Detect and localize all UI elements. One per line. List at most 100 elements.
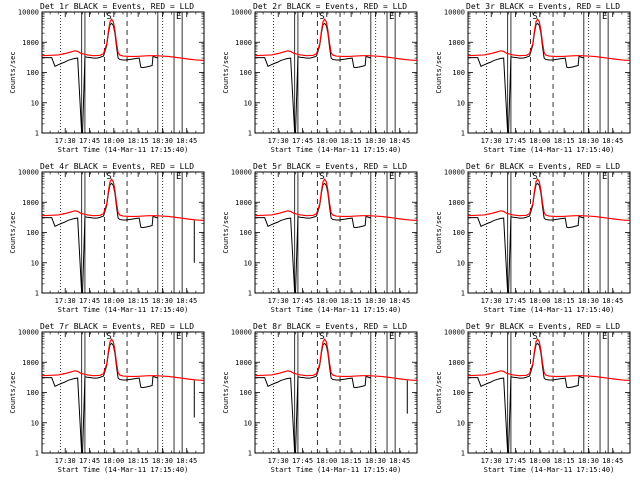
marker-label: S (319, 12, 324, 22)
series-events (255, 22, 371, 134)
x-tick-label: 18:45 (602, 457, 623, 465)
y-tick-label: 10000 (444, 169, 465, 177)
x-tick-label: 18:00 (529, 297, 550, 305)
y-tick-label: 10000 (18, 169, 39, 177)
series-lld (254, 338, 418, 382)
y-axis-label: Counts/sec (9, 371, 17, 413)
y-tick-label: 1 (35, 450, 39, 458)
plot-frame (467, 171, 631, 294)
plot-frame (467, 11, 631, 134)
marker-label: E (176, 332, 181, 342)
y-tick-label: 10000 (444, 329, 465, 337)
x-tick-label: 17:45 (292, 137, 313, 145)
x-tick-label: 18:45 (389, 457, 410, 465)
y-tick-label: 1 (461, 290, 465, 298)
x-axis-label: Start Time (14-Mar-11 17:15:40) (271, 146, 402, 154)
y-tick-label: 1000 (22, 199, 39, 207)
detector-panel-3: Det 3r BLACK = Events, RED = LLD 1 10 100 10… (426, 0, 639, 160)
series-lld (41, 178, 205, 222)
marker-label: S (532, 12, 537, 22)
marker-label: S (106, 12, 111, 22)
x-tick-label: 17:45 (505, 457, 526, 465)
x-tick-label: 17:30 (481, 457, 502, 465)
x-tick-label: 18:30 (152, 297, 173, 305)
x-tick-label: 18:30 (152, 457, 173, 465)
series-events (255, 342, 371, 454)
y-tick-label: 1 (35, 130, 39, 138)
y-tick-label: 10000 (444, 9, 465, 17)
x-tick-label: 18:45 (389, 297, 410, 305)
x-tick-label: 18:45 (176, 297, 197, 305)
panel-plot-svg: Det 6r BLACK = Events, RED = LLD 1 10 100 10… (435, 162, 631, 314)
x-tick-label: 17:45 (292, 457, 313, 465)
y-tick-label: 100 (239, 229, 252, 237)
panel-title: Det 9r BLACK = Events, RED = LLD (466, 322, 620, 331)
panel-title: Det 7r BLACK = Events, RED = LLD (40, 322, 194, 331)
x-axis-label: Start Time (14-Mar-11 17:15:40) (271, 306, 402, 314)
marker-label: E (602, 332, 607, 342)
marker-label: S (532, 332, 537, 342)
panel-title: Det 3r BLACK = Events, RED = LLD (466, 2, 620, 11)
marker-label: S (319, 332, 324, 342)
x-axis-label: Start Time (14-Mar-11 17:15:40) (58, 306, 189, 314)
y-tick-label: 1000 (235, 359, 252, 367)
plot-frame (41, 171, 205, 294)
y-axis-label: Counts/sec (9, 211, 17, 253)
y-axis-label: Counts/sec (222, 371, 230, 413)
x-tick-label: 18:00 (103, 297, 124, 305)
marker-label: S (532, 172, 537, 182)
panel-title: Det 5r BLACK = Events, RED = LLD (253, 162, 407, 171)
series-lld (254, 178, 418, 222)
x-tick-label: 17:45 (292, 297, 313, 305)
y-axis-label: Counts/sec (9, 51, 17, 93)
plot-frame (41, 331, 205, 454)
panel-plot-svg: Det 5r BLACK = Events, RED = LLD 1 10 100 10… (222, 162, 418, 314)
detector-panel-7: Det 7r BLACK = Events, RED = LLD 1 10 100 10… (0, 320, 213, 480)
y-tick-label: 100 (26, 229, 39, 237)
plot-frame (254, 331, 418, 454)
plot-frame (41, 11, 205, 134)
panel-plot-svg: Det 1r BLACK = Events, RED = LLD 1 10 100 10… (9, 2, 205, 154)
x-tick-label: 18:00 (316, 297, 337, 305)
x-tick-label: 17:30 (55, 137, 76, 145)
y-tick-label: 1000 (22, 39, 39, 47)
x-tick-label: 17:30 (55, 457, 76, 465)
y-tick-label: 1000 (235, 199, 252, 207)
series-lld (41, 18, 205, 62)
marker-label: S (106, 332, 111, 342)
detector-panel-6: Det 6r BLACK = Events, RED = LLD 1 10 100 10… (426, 160, 639, 320)
marker-label: S (106, 172, 111, 182)
x-tick-label: 18:30 (152, 137, 173, 145)
series-events (42, 342, 158, 454)
y-tick-label: 10 (31, 99, 39, 107)
panel-plot-svg: Det 3r BLACK = Events, RED = LLD 1 10 100 10… (435, 2, 631, 154)
x-tick-label: 18:15 (128, 137, 149, 145)
x-tick-label: 17:45 (79, 137, 100, 145)
x-tick-label: 17:45 (505, 297, 526, 305)
x-tick-label: 18:30 (365, 137, 386, 145)
detector-panel-1: Det 1r BLACK = Events, RED = LLD 1 10 100 10… (0, 0, 213, 160)
y-tick-label: 10 (457, 99, 465, 107)
x-tick-label: 18:00 (103, 137, 124, 145)
y-tick-label: 10000 (231, 9, 252, 17)
series-events (42, 182, 158, 294)
x-tick-label: 18:30 (365, 457, 386, 465)
series-events (468, 22, 584, 134)
panel-plot-svg: Det 2r BLACK = Events, RED = LLD 1 10 100 10… (222, 2, 418, 154)
detector-panel-4: Det 4r BLACK = Events, RED = LLD 1 10 100 10… (0, 160, 213, 320)
x-tick-label: 17:30 (268, 137, 289, 145)
y-tick-label: 10 (31, 259, 39, 267)
x-axis-label: Start Time (14-Mar-11 17:15:40) (484, 146, 615, 154)
y-tick-label: 10000 (231, 329, 252, 337)
panel-title: Det 2r BLACK = Events, RED = LLD (253, 2, 407, 11)
y-tick-label: 1000 (22, 359, 39, 367)
x-tick-label: 17:45 (79, 457, 100, 465)
marker-label: E (176, 12, 181, 22)
y-tick-label: 10 (244, 419, 252, 427)
detector-panel-2: Det 2r BLACK = Events, RED = LLD 1 10 100 10… (213, 0, 426, 160)
series-lld (41, 338, 205, 382)
x-tick-label: 17:30 (268, 297, 289, 305)
x-tick-label: 18:00 (316, 137, 337, 145)
y-tick-label: 10 (244, 259, 252, 267)
